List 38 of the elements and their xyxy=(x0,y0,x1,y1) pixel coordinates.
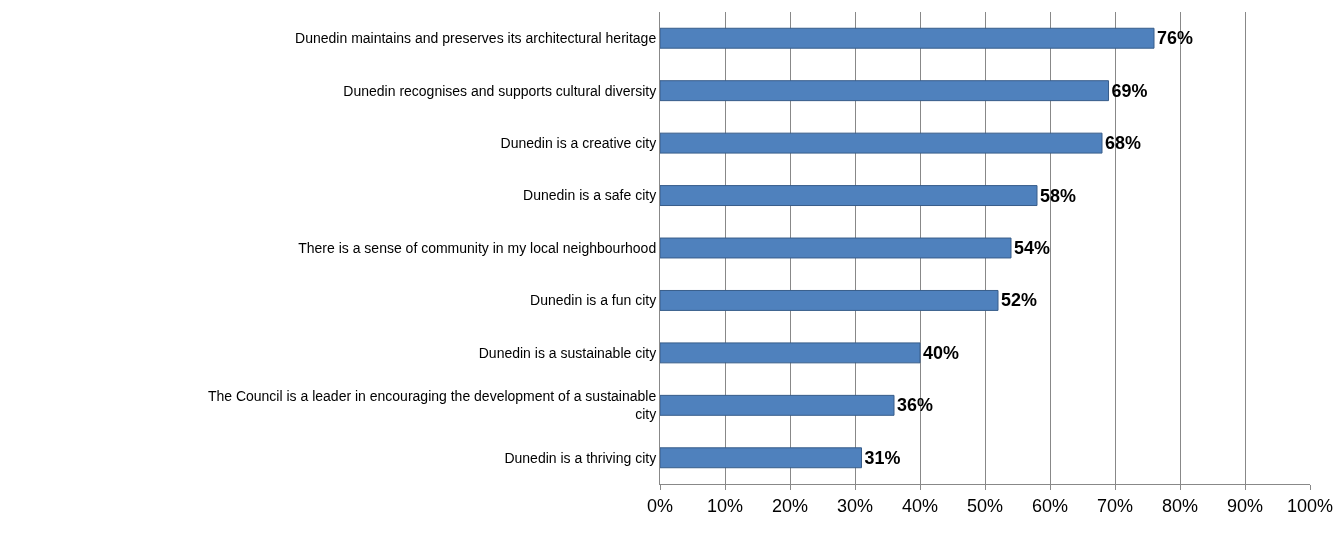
y-tick-label: Dunedin is a safe city xyxy=(523,187,657,204)
y-tick-label: Dunedin maintains and preserves its architectural heritage xyxy=(295,30,657,47)
data-label: 36% xyxy=(897,395,933,416)
bar xyxy=(660,289,999,311)
bar xyxy=(660,237,1012,259)
x-tick-label: 70% xyxy=(1096,495,1134,516)
y-tick-label: There is a sense of community in my local neighbourhood xyxy=(298,239,657,256)
y-tick-label: Dunedin is a creative city xyxy=(500,135,657,152)
data-label: 54% xyxy=(1014,237,1050,258)
data-label: 52% xyxy=(1001,290,1037,311)
y-tick-label: The Council is a leader in encouraging the development of a sustainable city xyxy=(207,388,657,423)
x-tick-label: 90% xyxy=(1226,495,1264,516)
bar xyxy=(660,27,1155,49)
data-label: 69% xyxy=(1111,80,1148,101)
y-tick-label: Dunedin is a sustainable city xyxy=(478,344,657,361)
x-tick-label: 80% xyxy=(1161,495,1199,516)
data-label: 40% xyxy=(923,342,959,363)
bar xyxy=(660,342,921,364)
bar xyxy=(660,185,1038,207)
x-tick-label: 30% xyxy=(836,495,874,516)
data-label: 58% xyxy=(1040,185,1076,206)
y-tick-label: Dunedin is a thriving city xyxy=(504,449,657,466)
data-label: 68% xyxy=(1105,133,1141,154)
x-tick-label: 40% xyxy=(901,495,939,516)
x-tick-label: 20% xyxy=(771,495,809,516)
y-tick-label: Dunedin recognises and supports cultural diversity xyxy=(343,82,657,99)
x-tick-label: 10% xyxy=(706,495,744,516)
bar xyxy=(660,132,1103,154)
bar xyxy=(660,394,895,416)
x-tick-label: 0% xyxy=(646,495,674,516)
y-tick-label: Dunedin is a fun city xyxy=(530,292,657,309)
data-label: 76% xyxy=(1157,28,1193,49)
bar xyxy=(660,80,1109,102)
data-label: 31% xyxy=(864,447,901,468)
x-tick-label: 60% xyxy=(1031,495,1069,516)
x-tick-label: 50% xyxy=(966,495,1004,516)
x-tick-label: 100% xyxy=(1286,495,1334,516)
bar xyxy=(660,447,862,469)
